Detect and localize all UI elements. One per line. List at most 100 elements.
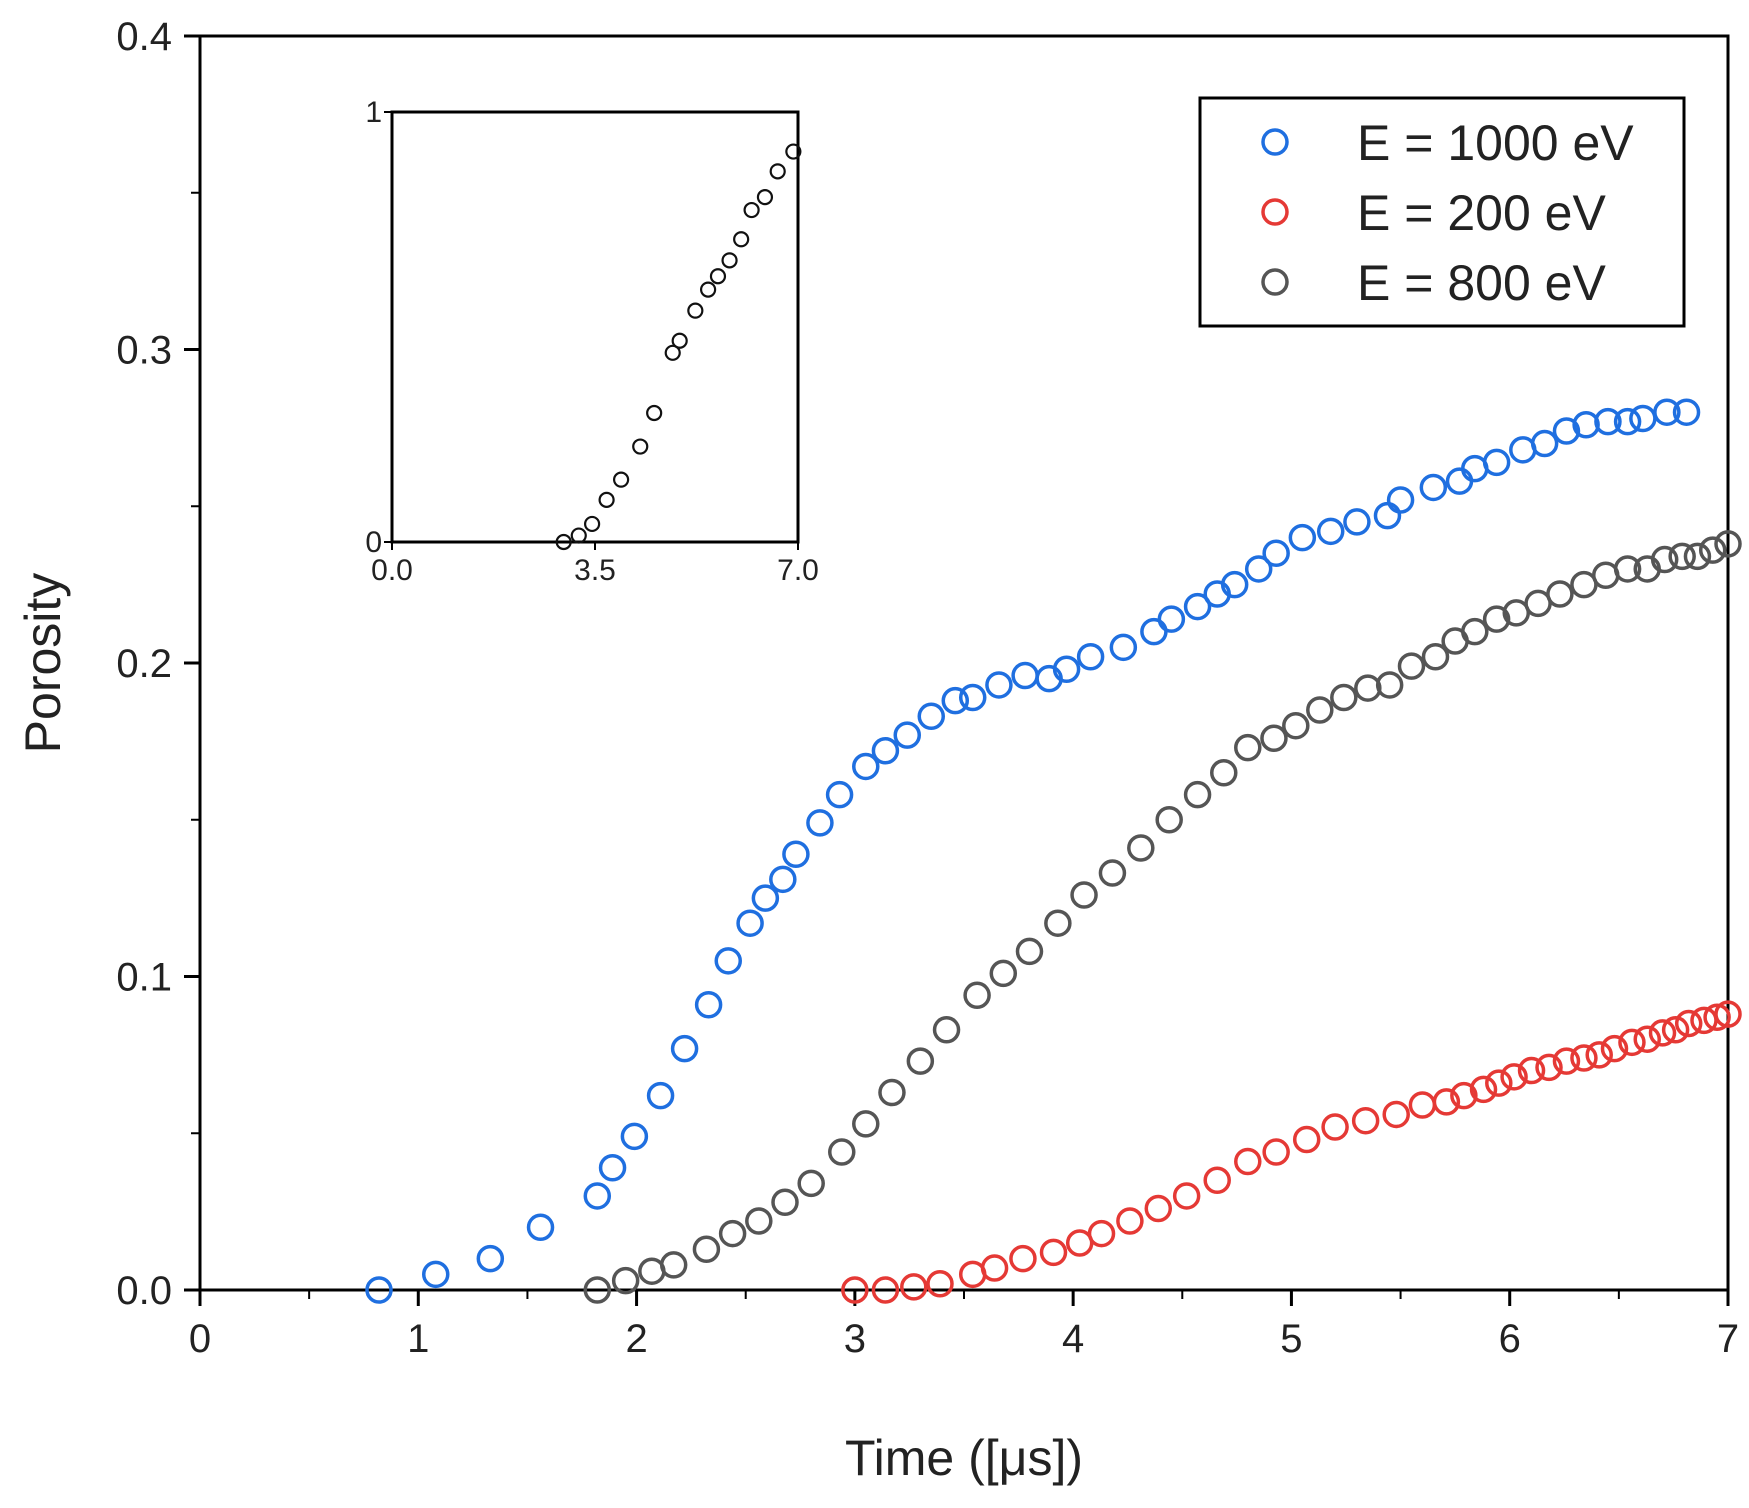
data-point xyxy=(841,1276,869,1304)
data-point xyxy=(1482,605,1511,633)
inset-data-point xyxy=(646,404,663,422)
inset-data-point xyxy=(699,281,717,298)
data-point xyxy=(1262,1138,1290,1166)
inset-data-point xyxy=(756,189,774,206)
data-point xyxy=(1408,1091,1437,1119)
data-point xyxy=(1613,555,1642,583)
data-point xyxy=(1321,1113,1349,1141)
legend-box xyxy=(1198,96,1686,328)
data-point xyxy=(1203,1166,1231,1195)
data-point xyxy=(1116,1207,1144,1235)
data-point xyxy=(1052,655,1081,684)
legend-marker xyxy=(1261,128,1289,156)
data-point xyxy=(1629,404,1657,433)
data-point xyxy=(1517,1056,1546,1085)
data-point xyxy=(1535,1053,1563,1082)
data-point xyxy=(1703,1003,1731,1032)
data-point xyxy=(1485,1069,1513,1097)
inset-chart: 0.0 3.5 7.0 0 1 xyxy=(365,96,819,587)
data-point xyxy=(782,840,810,868)
data-point xyxy=(980,1254,1009,1282)
data-point xyxy=(1546,580,1574,608)
inset-frame xyxy=(390,110,800,544)
data-point xyxy=(1011,661,1039,690)
data-point xyxy=(526,1213,555,1242)
y-tick-label: 0.1 xyxy=(116,956,172,1000)
data-point xyxy=(598,1153,627,1182)
data-point xyxy=(1015,937,1044,966)
data-point xyxy=(1070,881,1098,909)
data-point xyxy=(670,1034,699,1063)
data-point xyxy=(1530,429,1559,458)
y-axis-title: Porosity xyxy=(15,573,71,754)
data-point xyxy=(1482,448,1511,477)
data-point xyxy=(1144,1194,1173,1223)
data-point xyxy=(1613,407,1642,436)
inset-data-point xyxy=(721,252,738,269)
data-point xyxy=(1354,674,1382,702)
data-point xyxy=(828,1138,856,1166)
x-axis-title: Time ([μs]) xyxy=(845,1430,1083,1486)
inset-y-tick-label: 0 xyxy=(365,526,382,559)
x-tick-label: 0 xyxy=(189,1317,211,1361)
data-point xyxy=(1386,486,1415,514)
inset-x-tick-label: 3.5 xyxy=(574,554,616,587)
data-point xyxy=(1397,652,1426,680)
x-tick-label: 1 xyxy=(407,1317,429,1361)
data-point xyxy=(917,702,946,731)
data-point xyxy=(745,1207,773,1235)
data-point xyxy=(583,1182,612,1210)
data-point xyxy=(1600,1034,1629,1063)
data-point xyxy=(1421,642,1450,671)
inset-data-point xyxy=(733,231,750,248)
data-point xyxy=(751,884,780,912)
x-tick-label: 7 xyxy=(1717,1317,1739,1361)
data-point xyxy=(1650,545,1679,574)
data-point xyxy=(476,1244,505,1273)
data-point xyxy=(1375,671,1404,699)
data-point xyxy=(1183,780,1212,809)
data-point xyxy=(963,981,991,1010)
inset-data-point xyxy=(743,201,760,219)
data-point xyxy=(1552,417,1581,445)
data-point xyxy=(852,1110,880,1138)
data-point xyxy=(659,1251,688,1279)
data-point xyxy=(1292,1125,1321,1154)
data-point xyxy=(1648,1019,1677,1047)
data-point xyxy=(1157,605,1186,633)
inset-x-tick-label: 0.0 xyxy=(371,554,413,587)
inset-data-point xyxy=(570,527,587,544)
data-point xyxy=(611,1266,640,1295)
data-point xyxy=(1633,1025,1661,1053)
data-point xyxy=(646,1081,675,1110)
y-tick-label: 0.0 xyxy=(116,1269,172,1313)
inset-x-tick-label: 7.0 xyxy=(777,554,819,587)
data-point xyxy=(1585,1041,1613,1069)
data-point xyxy=(1570,1044,1598,1072)
data-point xyxy=(1039,1238,1068,1267)
data-point xyxy=(1698,536,1727,564)
legend-marker xyxy=(1261,198,1289,226)
data-point xyxy=(852,752,880,781)
data-point xyxy=(1009,1244,1037,1273)
data-point xyxy=(1260,724,1288,752)
inset-data-point xyxy=(687,302,704,319)
data-point xyxy=(893,721,921,749)
series-2 xyxy=(583,530,1742,1304)
x-tick-label: 6 xyxy=(1499,1317,1521,1361)
data-point xyxy=(1220,570,1249,599)
data-point xyxy=(1618,1028,1646,1057)
data-point xyxy=(878,1078,906,1107)
data-point xyxy=(365,1276,393,1304)
data-point xyxy=(1714,1000,1742,1028)
data-point xyxy=(1306,696,1334,724)
inset-data-point xyxy=(598,491,615,508)
data-point xyxy=(825,780,854,809)
data-point xyxy=(900,1273,928,1301)
inset-data-point xyxy=(709,268,727,285)
data-point xyxy=(1288,523,1317,552)
data-point xyxy=(1155,806,1183,834)
data-point xyxy=(1461,617,1489,646)
data-point xyxy=(871,737,900,765)
